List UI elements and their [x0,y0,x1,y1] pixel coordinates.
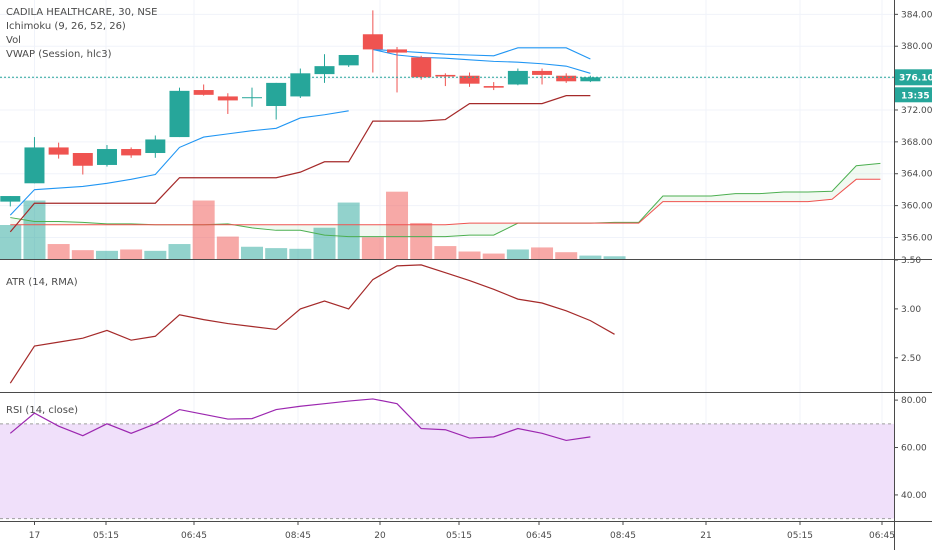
atr-line [9,264,615,384]
volume-bar [289,248,312,259]
volume-bar [241,246,263,259]
volume-bar [434,246,457,259]
volume-bar [410,222,433,259]
atr-legend: ATR (14, RMA) [6,277,78,288]
candle-body [0,196,21,202]
x-tick-label: 08:45 [285,531,311,541]
candle-body [242,97,262,99]
volume-bar [603,256,626,259]
ichimoku-lead-b-line [10,178,881,226]
volume-bar [482,253,505,259]
volume-bar [168,244,191,259]
y-tick-label: 384.00 [901,10,932,20]
y-tick-label: 364.00 [901,170,932,180]
ichimoku-cloud [10,163,881,237]
countdown-badge [895,87,932,103]
x-tick-label: 21 [700,531,711,541]
x-tick-label: 06:45 [181,531,207,541]
candle-body [169,90,190,138]
y-tick-label: 40.00 [901,491,927,501]
candle-body [72,153,93,166]
volume-bar [71,250,94,259]
candle-body [556,75,577,82]
candle-body [580,77,601,82]
y-tick-label: 80.00 [901,396,927,406]
vwap-upper-line-day2 [372,47,591,60]
volume-bar [23,200,46,259]
candle-body [266,82,287,106]
symbol-title: CADILA HEALTHCARE, 30, NSE [6,7,158,18]
volume-bar [555,252,578,259]
y-tick-label: 372.00 [901,106,932,116]
candle-body [48,147,69,155]
volume-bar [47,244,70,259]
x-tick-label: 08:45 [610,531,636,541]
x-tick-label: 06:45 [526,531,552,541]
volume-bar [531,247,554,259]
vwap-line-day1 [9,110,349,216]
y-tick-label: 3.00 [901,305,921,315]
chart-legend: CADILA HEALTHCARE, 30, NSE Ichimoku (9, … [6,6,157,62]
candle-body [24,147,45,184]
volume-bar [144,250,167,259]
volume-bar [265,248,288,259]
candle-body [459,75,480,84]
candle-body [435,74,456,77]
x-tick-label: 05:15 [446,531,472,541]
y-tick-label: 2.50 [901,354,921,364]
candle-body [387,49,408,53]
candle-body [362,34,383,50]
y-tick-label: 356.00 [901,233,932,243]
candle-body [290,73,311,97]
volume-legend: Vol [6,35,21,46]
volume-bar [216,236,239,259]
volume-bar [458,251,481,259]
x-tick-label: 05:15 [93,531,119,541]
y-tick-label: 360.00 [901,202,932,212]
rsi-legend: RSI (14, close) [6,405,79,416]
candle-body [532,70,553,75]
vwap-legend: VWAP (Session, hlc3) [6,49,112,60]
y-tick-label: 60.00 [901,444,927,454]
x-tick-label: 06:45 [869,531,895,541]
x-tick-label: 05:15 [787,531,813,541]
ichimoku-legend: Ichimoku (9, 26, 52, 26) [6,21,126,32]
candle-body [193,90,214,95]
y-tick-label: 380.00 [901,42,932,52]
candle-body [411,57,432,78]
x-tick-label: 17 [29,531,40,541]
volume-bar [579,255,602,259]
ichimoku-base-line [9,95,591,233]
y-tick-label: 368.00 [901,138,932,148]
volume-bar [0,225,22,259]
candle-body [96,149,117,165]
vwap-line-day2 [372,48,591,74]
candle-body [314,66,335,75]
candle-body [217,96,238,101]
countdown-label: 13:35 [901,91,930,101]
x-tick-label: 20 [374,531,386,541]
volume-bar [120,249,143,259]
y-tick-label: 3.50 [901,256,921,266]
volume-bar [386,191,409,259]
volume-bar [95,250,118,259]
candle-body [121,149,142,156]
candle-body [483,86,504,88]
rsi-band [0,423,894,519]
candle-body [145,139,166,154]
volume-bar [361,237,384,259]
last-price-badge [895,69,932,86]
volume-bar [192,200,215,259]
volume-bar [506,249,529,259]
rsi-line [9,398,591,442]
candle-body [338,54,359,66]
last-price-label: 376.10 [899,73,932,83]
volume-bar [337,202,360,259]
